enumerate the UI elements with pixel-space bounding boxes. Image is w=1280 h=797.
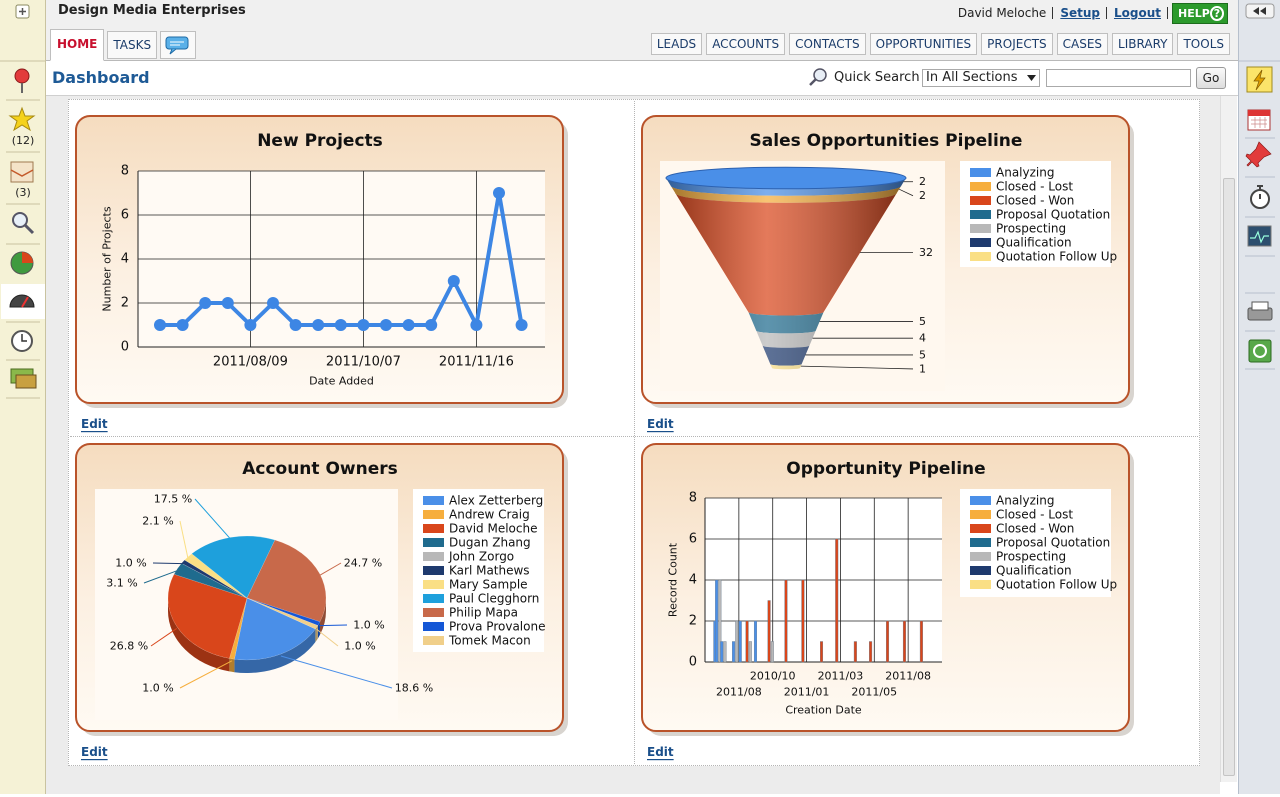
monitor-pulse bbox=[1250, 230, 1269, 244]
collapse-arrows bbox=[1253, 7, 1266, 15]
lightning bbox=[1253, 69, 1266, 91]
user-name: David Meloche bbox=[958, 7, 1054, 19]
chat-bubble bbox=[165, 36, 189, 50]
tasks-tab[interactable]: TASKS bbox=[107, 31, 158, 59]
user-links: David Meloche Setup Logout bbox=[958, 7, 1168, 19]
module-tab[interactable]: LIBRARY bbox=[1112, 33, 1174, 55]
module-tab[interactable]: CASES bbox=[1056, 33, 1109, 55]
module-tab[interactable]: OPPORTUNITIES bbox=[869, 33, 978, 55]
module-tab[interactable]: CONTACTS bbox=[789, 33, 866, 55]
page-title: Dashboard bbox=[52, 68, 150, 87]
module-tab[interactable]: ACCOUNTS bbox=[706, 33, 786, 55]
home-tab[interactable]: HOME bbox=[50, 29, 105, 61]
help-button[interactable]: HELP ? bbox=[1172, 3, 1228, 24]
dashboard-needle bbox=[21, 296, 29, 308]
search-icon[interactable] bbox=[12, 212, 28, 228]
calendar-top bbox=[1248, 110, 1270, 116]
scrollbar[interactable] bbox=[1220, 96, 1237, 782]
search-go-button[interactable]: Go bbox=[1196, 67, 1226, 89]
select-arrow-shape bbox=[1027, 75, 1036, 81]
setup-link[interactable]: Setup bbox=[1060, 7, 1107, 19]
scrollbar-thumb[interactable] bbox=[1223, 178, 1235, 776]
favorites-icon[interactable] bbox=[8, 106, 36, 132]
search-scope-value: In All Sections bbox=[926, 70, 1018, 85]
company-name: Design Media Enterprises bbox=[58, 3, 246, 18]
quick-search-label: Quick Search bbox=[834, 70, 920, 85]
pin-icon[interactable] bbox=[1245, 141, 1272, 168]
quick-search-lens bbox=[813, 68, 827, 82]
search-handle bbox=[23, 223, 35, 235]
inbox-icon[interactable] bbox=[10, 161, 34, 183]
help-icon: ? bbox=[1209, 6, 1224, 21]
module-tab[interactable]: PROJECTS bbox=[981, 33, 1053, 55]
chat-icon bbox=[165, 36, 189, 55]
billing-icon-back bbox=[15, 374, 37, 389]
module-tab[interactable]: LEADS bbox=[650, 33, 703, 55]
search-input[interactable] bbox=[1046, 69, 1191, 87]
print-paper bbox=[1251, 301, 1269, 311]
chat-tab[interactable] bbox=[160, 31, 197, 59]
expand-plus bbox=[19, 8, 26, 15]
left-sidebar-icons bbox=[0, 4, 46, 399]
chat-lines bbox=[170, 41, 185, 46]
logout-link[interactable]: Logout bbox=[1114, 7, 1168, 19]
inbox-count: (3) bbox=[15, 186, 31, 199]
quick-search-handle bbox=[809, 78, 817, 86]
left-tabs: HOME TASKS bbox=[50, 29, 197, 61]
recycle-icon[interactable] bbox=[1248, 339, 1272, 363]
calendar-grid bbox=[1251, 117, 1267, 128]
search-scope-select[interactable]: In All Sections bbox=[922, 69, 1040, 87]
select-arrow bbox=[1027, 75, 1036, 81]
timer-hands bbox=[1257, 185, 1263, 199]
map-pin-icon[interactable] bbox=[14, 68, 30, 84]
reports-slice bbox=[22, 252, 33, 263]
top-bar: Design Media Enterprises David Meloche S… bbox=[46, 0, 1238, 61]
chat-tail bbox=[169, 48, 177, 55]
recycle-symbol bbox=[1253, 344, 1267, 358]
right-sidebar-icons bbox=[1239, 3, 1280, 370]
inbox-flap bbox=[10, 169, 34, 177]
column-divider bbox=[634, 101, 635, 764]
history-hands bbox=[21, 334, 27, 342]
right-sidebar bbox=[1238, 0, 1280, 794]
module-tabs: LEADS ACCOUNTS CONTACTS OPPORTUNITIES PROJEC… bbox=[650, 33, 1230, 55]
quick-search-icon bbox=[809, 68, 827, 86]
left-sidebar: (12) (3) bbox=[0, 0, 46, 794]
help-label: HELP bbox=[1178, 7, 1210, 20]
title-row: Dashboard Quick Search In All Sections G… bbox=[46, 61, 1238, 96]
module-tab[interactable]: TOOLS bbox=[1177, 33, 1230, 55]
favorites-count: (12) bbox=[11, 134, 35, 147]
